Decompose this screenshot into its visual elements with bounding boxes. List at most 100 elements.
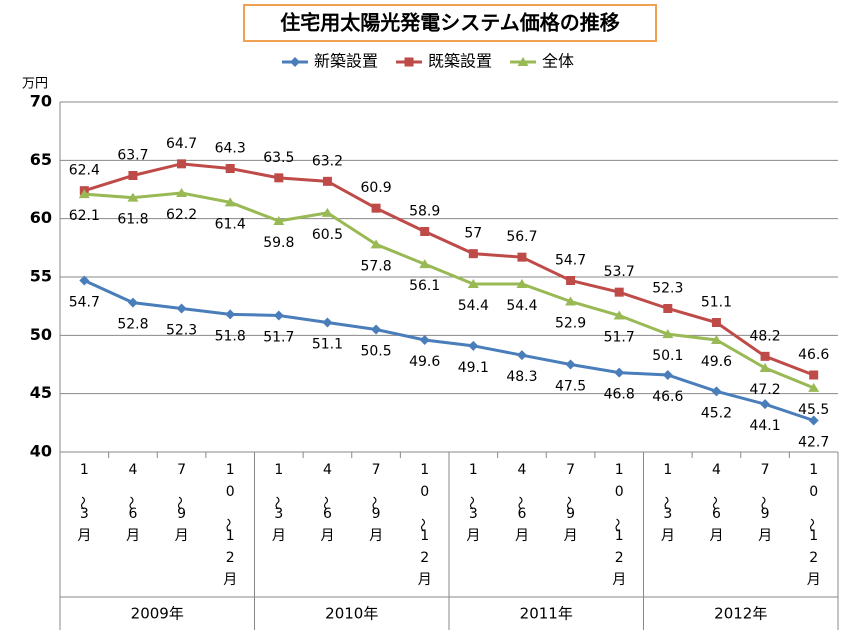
data-point (321, 207, 333, 217)
y-tick-label: 60 (30, 208, 52, 227)
data-point (371, 203, 381, 213)
data-label: 54.7 (555, 253, 586, 269)
data-label: 64.7 (166, 136, 197, 152)
x-tick-char: ～ (171, 496, 187, 510)
data-label: 63.7 (117, 148, 148, 164)
group-label: 2010年 (325, 605, 378, 623)
data-label: 56.1 (409, 278, 440, 294)
x-tick-char: 9 (761, 506, 770, 522)
x-tick-char: 1 (420, 462, 429, 478)
x-tick-char: ～ (268, 496, 284, 510)
x-tick-char: 月 (709, 528, 723, 544)
data-point (760, 351, 770, 361)
x-tick-label: 4 ～ 6 月 (705, 462, 723, 544)
x-tick-char: 月 (272, 528, 286, 544)
data-label: 63.5 (263, 150, 294, 166)
x-tick-char: ～ (608, 518, 624, 532)
data-point (809, 370, 819, 380)
x-tick-char: 1 (274, 462, 283, 478)
y-tick-label: 40 (30, 442, 52, 461)
x-tick-char: ～ (122, 496, 138, 510)
data-point (128, 171, 138, 180)
x-tick-char: 月 (320, 528, 334, 544)
data-label: 54.4 (506, 298, 537, 314)
x-tick-char: 月 (369, 528, 383, 544)
legend-marker (404, 57, 414, 67)
x-tick-char: 2 (615, 550, 624, 566)
data-label: 46.8 (604, 387, 635, 403)
x-tick-char: 1 (809, 462, 818, 478)
data-label: 49.6 (409, 354, 440, 370)
legend-marker (290, 57, 300, 67)
data-point (274, 173, 284, 183)
data-label: 50.5 (360, 344, 391, 360)
x-tick-char: 6 (517, 506, 526, 522)
data-point (613, 310, 625, 320)
data-label: 51.8 (215, 328, 246, 344)
data-label: 48.3 (506, 369, 537, 385)
x-tick-char: 1 (80, 462, 89, 478)
data-point (78, 189, 90, 199)
x-tick-label: 4 ～ 6 月 (316, 462, 334, 544)
data-label: 58.9 (409, 204, 440, 220)
x-tick-char: 7 (372, 462, 381, 478)
data-label: 52.3 (652, 281, 683, 297)
data-point (565, 296, 577, 306)
data-point (808, 382, 820, 392)
x-tick-char: 0 (226, 484, 235, 500)
x-tick-label: 4 ～ 6 月 (511, 462, 529, 544)
data-point (419, 335, 430, 345)
x-tick-char: 0 (420, 484, 429, 500)
data-point (662, 329, 674, 339)
x-tick-char: 6 (712, 506, 721, 522)
x-tick-char: 1 (615, 528, 624, 544)
y-tick-label: 50 (30, 325, 52, 344)
x-tick-char: ～ (754, 496, 770, 510)
x-tick-char: ～ (462, 496, 478, 510)
data-label: 63.2 (312, 153, 343, 169)
data-label: 44.1 (749, 418, 780, 434)
data-label: 61.4 (215, 216, 246, 232)
data-point (516, 350, 527, 361)
data-label: 49.1 (458, 360, 489, 376)
data-point (371, 324, 382, 335)
x-tick-char: 3 (663, 506, 672, 522)
data-point (225, 309, 236, 320)
data-label: 54.4 (458, 298, 489, 314)
x-tick-label: 1 0 ～ 1 2 月 (608, 462, 626, 588)
x-tick-label: 1 ～ 3 月 (268, 462, 286, 544)
x-tick-char: 7 (761, 462, 770, 478)
data-label: 60.5 (312, 227, 343, 243)
data-point (273, 216, 285, 225)
x-tick-char: 0 (615, 484, 624, 500)
series-line (83, 279, 815, 422)
data-point (614, 367, 625, 378)
x-tick-char: 9 (177, 506, 186, 522)
data-label: 61.8 (117, 212, 148, 228)
x-tick-char: 月 (807, 572, 821, 588)
data-point (420, 227, 430, 236)
x-tick-char: 9 (372, 506, 381, 522)
x-tick-char: 月 (466, 528, 480, 544)
x-tick-label: 7 ～ 9 月 (171, 462, 189, 544)
data-point (224, 197, 236, 207)
x-tick-char: 6 (128, 506, 137, 522)
data-label: 46.6 (798, 347, 829, 363)
data-label: 56.7 (506, 229, 537, 245)
y-tick-label: 65 (30, 150, 52, 169)
x-tick-char: 7 (177, 462, 186, 478)
legend-label: 既築設置 (428, 52, 492, 71)
data-label: 47.5 (555, 379, 586, 395)
x-tick-label: 7 ～ 9 月 (365, 462, 383, 544)
data-point (273, 310, 284, 321)
data-label: 52.8 (117, 317, 148, 333)
x-tick-label: 1 ～ 3 月 (657, 462, 675, 544)
y-axis-label: 万円 (22, 77, 48, 92)
data-label: 60.9 (360, 180, 391, 196)
x-tick-char: ～ (705, 496, 721, 510)
legend-marker (517, 57, 529, 66)
x-tick-label: 4 ～ 6 月 (122, 462, 140, 544)
group-label: 2009年 (131, 605, 184, 623)
x-tick-char: 1 (809, 528, 818, 544)
